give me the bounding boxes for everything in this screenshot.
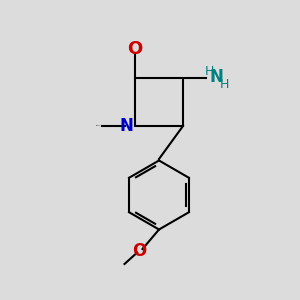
Text: O: O: [132, 242, 147, 260]
Text: H: H: [204, 65, 214, 78]
Text: N: N: [120, 117, 134, 135]
Text: O: O: [128, 40, 142, 58]
Text: N: N: [210, 68, 224, 86]
Text: methyl: methyl: [95, 125, 100, 126]
Text: H: H: [219, 78, 229, 91]
